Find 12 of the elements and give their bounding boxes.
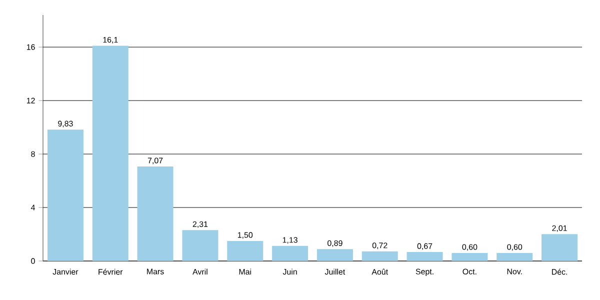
bar [47,130,84,261]
bar [496,252,533,261]
bar [182,230,218,261]
bar [362,251,398,261]
bar [542,234,578,261]
bar [316,249,353,261]
bar [406,252,443,261]
bar [272,246,308,261]
bar [137,166,174,261]
bar [227,240,264,261]
bar [452,252,488,261]
bar [92,46,128,261]
